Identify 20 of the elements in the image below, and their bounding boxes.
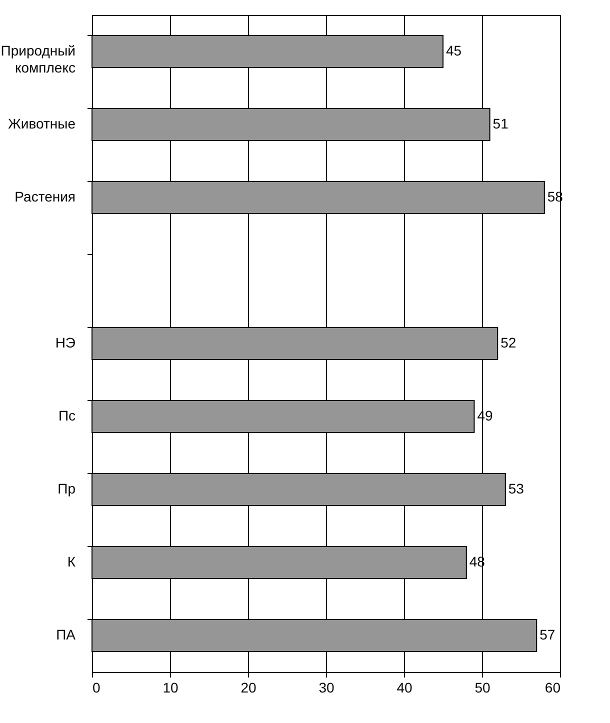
y-tick-label: К [67, 554, 76, 570]
x-tick-label: 50 [474, 680, 490, 696]
x-tick-label: 10 [162, 680, 178, 696]
x-tick-label: 0 [92, 680, 100, 696]
y-tick-label: Природный комплекс [0, 42, 76, 76]
data-label: 57 [540, 626, 556, 642]
y-tick-label: Животные [8, 116, 76, 132]
x-tick-label: 40 [396, 680, 412, 696]
x-tick-label: 60 [544, 680, 561, 696]
data-label: 53 [508, 480, 524, 496]
y-tick-label: ПА [56, 626, 76, 642]
x-tick-label: 20 [240, 680, 256, 696]
data-label: 52 [500, 334, 516, 350]
data-label: 51 [492, 116, 509, 132]
y-tick-label: Пс [58, 408, 76, 424]
y-tick-label: Пр [58, 480, 76, 496]
data-label: 45 [446, 42, 462, 58]
y-tick-label: НЭ [55, 334, 76, 350]
x-tick-label: 30 [318, 680, 334, 696]
y-tick-label: Растения [14, 188, 76, 204]
